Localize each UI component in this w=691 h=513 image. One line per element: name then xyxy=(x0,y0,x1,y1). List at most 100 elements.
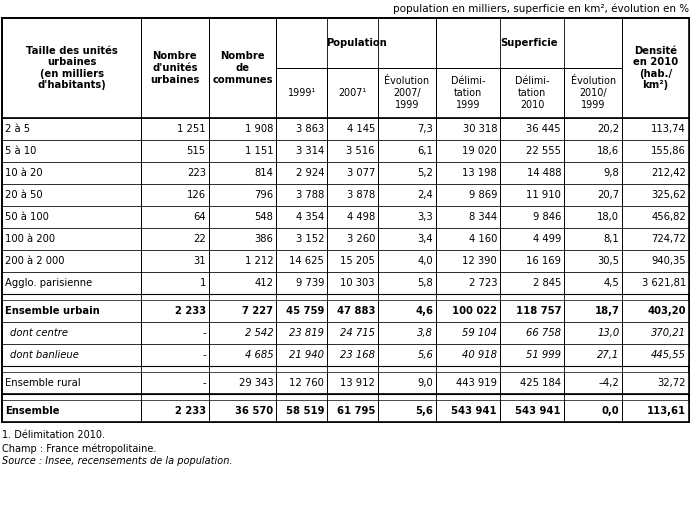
Bar xyxy=(500,344,564,366)
Bar xyxy=(623,184,689,206)
Bar xyxy=(141,162,209,184)
Text: 66 758: 66 758 xyxy=(526,328,561,338)
Bar xyxy=(276,118,327,140)
Text: 15 205: 15 205 xyxy=(340,256,375,266)
Text: 30 318: 30 318 xyxy=(462,124,497,134)
Bar xyxy=(209,300,276,322)
Bar xyxy=(276,162,327,184)
Text: 18,7: 18,7 xyxy=(594,306,619,316)
Bar xyxy=(378,68,436,118)
Text: 3 863: 3 863 xyxy=(296,124,324,134)
Bar xyxy=(500,118,564,140)
Bar xyxy=(209,272,276,294)
Bar xyxy=(623,18,689,118)
Text: 5,8: 5,8 xyxy=(417,278,433,288)
Text: Taille des unités
urbaines
(en milliers
d'habitants): Taille des unités urbaines (en milliers … xyxy=(26,46,117,90)
Bar xyxy=(564,184,623,206)
Text: Délimi-
tation
1999: Délimi- tation 1999 xyxy=(451,76,485,110)
Text: 386: 386 xyxy=(254,234,274,244)
Bar xyxy=(564,250,623,272)
Text: 8,1: 8,1 xyxy=(603,234,619,244)
Bar xyxy=(276,344,327,366)
Bar xyxy=(141,184,209,206)
Text: 445,55: 445,55 xyxy=(651,350,686,360)
Bar xyxy=(209,344,276,366)
Bar xyxy=(564,228,623,250)
Text: 6,1: 6,1 xyxy=(417,146,433,156)
Text: 29 343: 29 343 xyxy=(239,378,274,388)
Text: 8 344: 8 344 xyxy=(469,212,497,222)
Text: 14 625: 14 625 xyxy=(290,256,324,266)
Text: 31: 31 xyxy=(193,256,206,266)
Text: 18,0: 18,0 xyxy=(597,212,619,222)
Text: 13 198: 13 198 xyxy=(462,168,497,178)
Bar xyxy=(436,272,500,294)
Text: 548: 548 xyxy=(254,212,274,222)
Text: 22: 22 xyxy=(193,234,206,244)
Bar xyxy=(500,140,564,162)
Bar xyxy=(564,400,623,422)
Bar xyxy=(2,344,141,366)
Bar xyxy=(378,206,436,228)
Bar xyxy=(378,250,436,272)
Bar xyxy=(623,372,689,394)
Bar xyxy=(623,118,689,140)
Bar xyxy=(500,68,564,118)
Text: 9,8: 9,8 xyxy=(603,168,619,178)
Text: 13 912: 13 912 xyxy=(340,378,375,388)
Text: 4,6: 4,6 xyxy=(415,306,433,316)
Text: 100 022: 100 022 xyxy=(452,306,497,316)
Text: 515: 515 xyxy=(187,146,206,156)
Text: 3 516: 3 516 xyxy=(346,146,375,156)
Bar xyxy=(436,344,500,366)
Text: 18,6: 18,6 xyxy=(597,146,619,156)
Bar xyxy=(564,118,623,140)
Bar xyxy=(327,162,378,184)
Bar xyxy=(141,228,209,250)
Bar xyxy=(141,400,209,422)
Bar xyxy=(2,206,141,228)
Text: dont centre: dont centre xyxy=(10,328,68,338)
Bar xyxy=(378,322,436,344)
Text: Ensemble rural: Ensemble rural xyxy=(5,378,81,388)
Bar xyxy=(2,300,141,322)
Bar xyxy=(276,228,327,250)
Bar xyxy=(623,140,689,162)
Text: 325,62: 325,62 xyxy=(651,190,686,200)
Bar xyxy=(378,300,436,322)
Text: 2 233: 2 233 xyxy=(175,406,206,416)
Bar xyxy=(378,372,436,394)
Text: 126: 126 xyxy=(187,190,206,200)
Text: 50 à 100: 50 à 100 xyxy=(5,212,49,222)
Bar xyxy=(141,250,209,272)
Bar xyxy=(623,344,689,366)
Text: 11 910: 11 910 xyxy=(526,190,561,200)
Text: 12 760: 12 760 xyxy=(290,378,324,388)
Bar xyxy=(564,140,623,162)
Text: 7 227: 7 227 xyxy=(243,306,274,316)
Bar xyxy=(436,300,500,322)
Bar xyxy=(141,18,209,118)
Text: Population: Population xyxy=(326,38,387,48)
Bar xyxy=(564,272,623,294)
Bar xyxy=(2,228,141,250)
Text: 3 878: 3 878 xyxy=(347,190,375,200)
Text: Densité
en 2010
(hab./
km²): Densité en 2010 (hab./ km²) xyxy=(633,46,678,90)
Bar xyxy=(141,140,209,162)
Text: 32,72: 32,72 xyxy=(658,378,686,388)
Text: 2 233: 2 233 xyxy=(175,306,206,316)
Bar xyxy=(209,184,276,206)
Text: 3 788: 3 788 xyxy=(296,190,324,200)
Text: 1 212: 1 212 xyxy=(245,256,274,266)
Text: 443 919: 443 919 xyxy=(456,378,497,388)
Bar xyxy=(436,18,623,68)
Text: 4 685: 4 685 xyxy=(245,350,274,360)
Bar xyxy=(623,322,689,344)
Text: 22 555: 22 555 xyxy=(526,146,561,156)
Text: 0,0: 0,0 xyxy=(602,406,619,416)
Text: 19 020: 19 020 xyxy=(462,146,497,156)
Bar xyxy=(436,206,500,228)
Text: 64: 64 xyxy=(193,212,206,222)
Bar xyxy=(378,118,436,140)
Text: 2 542: 2 542 xyxy=(245,328,274,338)
